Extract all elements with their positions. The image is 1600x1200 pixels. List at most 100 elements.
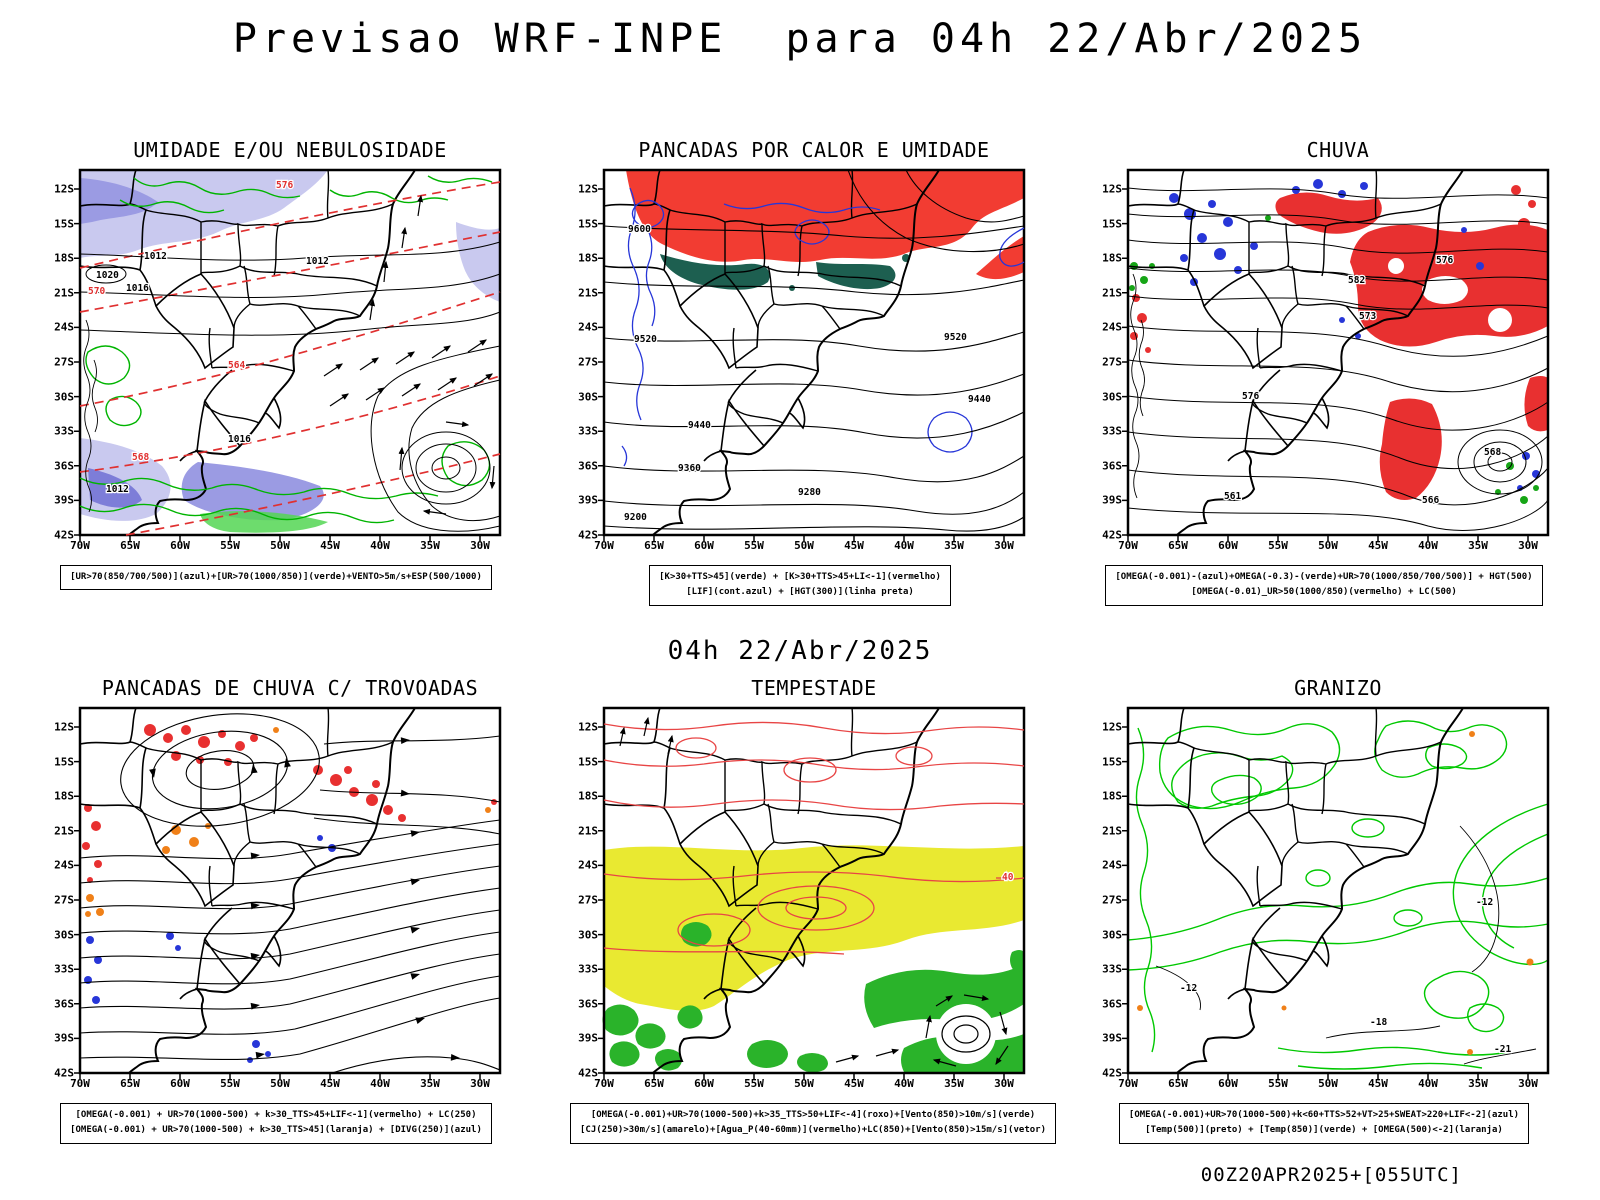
rain-shading-layer: [1129, 179, 1548, 504]
lat-tick-label: 36S: [54, 459, 74, 473]
lon-axis: 70W 65W 60W 55W 50W 45W 40W 35W 30W: [594, 1077, 1024, 1093]
lat-tick-label: 21S: [1102, 824, 1122, 838]
contour-label: 570: [88, 286, 105, 297]
contour-label: 1016: [228, 434, 251, 445]
lat-axis: 12S 15S 18S 21S 24S 27S 30S 33S 36S 39S 42S: [42, 708, 76, 1080]
lat-tick-label: 24S: [54, 320, 74, 334]
lat-tick-label: 15S: [1102, 217, 1122, 231]
lon-tick-label: 60W: [170, 539, 190, 552]
map-granizo: 12S 15S 18S 21S 24S 27S 30S 33S 36S 39S 42S: [1102, 706, 1550, 1090]
lat-tick-label: 39S: [1102, 493, 1122, 507]
contour-labels-layer: -12 -12 -18 -21: [1179, 896, 1513, 1057]
contour-label: 9520: [944, 332, 967, 343]
map-canvas-trovoadas: [72, 706, 502, 1081]
lat-tick-label: 39S: [54, 1031, 74, 1045]
lon-tick-label: 30W: [470, 539, 490, 552]
panel-tempestade: TEMPESTADE 12S 15S 18S 21S 24S 27S 30S 33S 36S 39…: [570, 676, 1056, 1144]
lat-tick-label: 24S: [578, 858, 598, 872]
panel-umidade: UMIDADE E/OU NEBULOSIDADE 12S 15S 18S 21S 24…: [46, 138, 506, 606]
lon-tick-label: 40W: [894, 1077, 914, 1090]
contour-label: -18: [1370, 1017, 1387, 1028]
lon-tick-label: 50W: [794, 1077, 814, 1090]
lat-tick-label: 24S: [1102, 858, 1122, 872]
contour-label: 9360: [678, 463, 701, 474]
streamlines-layer: [79, 713, 501, 1074]
lon-tick-label: 40W: [1418, 1077, 1438, 1090]
lat-tick-label: 18S: [1102, 251, 1122, 265]
lon-tick-label: 45W: [844, 539, 864, 552]
lat-tick-label: 33S: [1102, 424, 1122, 438]
lat-tick-label: 33S: [54, 424, 74, 438]
contour-label: 576: [276, 180, 293, 191]
lat-tick-label: 30S: [1102, 928, 1122, 942]
lat-tick-label: 42S: [578, 528, 598, 542]
lat-tick-label: 42S: [578, 1066, 598, 1080]
contour-label: 1016: [126, 283, 149, 294]
map-canvas-tempestade: 40: [596, 706, 1026, 1081]
lat-tick-label: 27S: [578, 355, 598, 369]
lat-tick-label: 42S: [54, 528, 74, 542]
lat-tick-label: 27S: [54, 893, 74, 907]
lat-tick-label: 30S: [54, 928, 74, 942]
lon-tick-label: 35W: [420, 1077, 440, 1090]
shading-layer: [626, 170, 1024, 291]
lat-tick-label: 18S: [578, 789, 598, 803]
contour-label: 1012: [306, 256, 329, 267]
lon-tick-label: 45W: [320, 1077, 340, 1090]
lat-tick-label: 30S: [578, 928, 598, 942]
lat-tick-label: 21S: [578, 286, 598, 300]
panel-title: UMIDADE E/OU NEBULOSIDADE: [133, 138, 447, 162]
contour-label: 582: [1348, 275, 1365, 286]
contour-label: 40: [1002, 872, 1014, 883]
caption-box: [OMEGA(-0.001) + UR>70(1000-500) + k>30_…: [60, 1103, 492, 1144]
lon-tick-label: 45W: [320, 539, 340, 552]
contour-label: 576: [1436, 255, 1453, 266]
lat-tick-label: 39S: [54, 493, 74, 507]
contour-label: 568: [132, 452, 149, 463]
caption-line: [OMEGA(-0.001)+UR>70(1000-500)+k>35_TTS>…: [590, 1110, 1036, 1120]
lon-tick-label: 70W: [1118, 539, 1138, 552]
contour-label: 9280: [798, 487, 821, 498]
lat-tick-label: 36S: [1102, 997, 1122, 1011]
lat-tick-label: 30S: [1102, 390, 1122, 404]
lat-axis: 12S 15S 18S 21S 24S 27S 30S 33S 36S 39S 42S: [566, 170, 600, 542]
lat-tick-label: 15S: [54, 755, 74, 769]
lat-tick-label: 39S: [578, 1031, 598, 1045]
panel-trovoadas: PANCADAS DE CHUVA C/ TROVOADAS 12S 15S 18S…: [46, 676, 506, 1144]
lat-tick-label: 12S: [1102, 720, 1122, 734]
mid-date-label: 04h 22/Abr/2025: [667, 636, 933, 666]
contour-labels-layer: 570 576 564 568 1020 1016 1012 1012 1016…: [87, 179, 330, 497]
lon-tick-label: 60W: [1218, 1077, 1238, 1090]
red-lc-contours: [603, 721, 1025, 955]
lon-axis: 70W 65W 60W 55W 50W 45W 40W 35W 30W: [70, 539, 500, 555]
temp500-contours: [1155, 825, 1537, 1065]
contour-label: 573: [1359, 311, 1376, 322]
lon-tick-label: 70W: [70, 539, 90, 552]
lon-tick-label: 55W: [744, 539, 764, 552]
lat-axis: 12S 15S 18S 21S 24S 27S 30S 33S 36S 39S 42S: [1090, 170, 1124, 542]
lon-tick-label: 40W: [1418, 539, 1438, 552]
lat-tick-label: 30S: [578, 390, 598, 404]
map-canvas-umidade: 570 576 564 568 1020 1016 1012 1012 1016…: [72, 168, 502, 543]
lon-tick-label: 60W: [170, 1077, 190, 1090]
lon-tick-label: 30W: [994, 539, 1014, 552]
lon-tick-label: 45W: [1368, 539, 1388, 552]
map-pancadas-calor: 12S 15S 18S 21S 24S 27S 30S 33S 36S 39S 42S: [578, 168, 1026, 552]
contour-label: 566: [1422, 495, 1439, 506]
caption-line: [UR>70(850/700/500)](azul)+[UR>70(1000/8…: [70, 572, 482, 582]
panel-chuva: CHUVA 12S 15S 18S 21S 24S 27S 30S 33S 36S 39S 42S: [1094, 138, 1554, 606]
lat-tick-label: 15S: [54, 217, 74, 231]
caption-box: [OMEGA(-0.001)+UR>70(1000-500)+k>35_TTS>…: [570, 1103, 1056, 1144]
lat-tick-label: 24S: [54, 858, 74, 872]
lon-tick-label: 70W: [70, 1077, 90, 1090]
lat-tick-label: 12S: [54, 182, 74, 196]
lat-tick-label: 21S: [54, 824, 74, 838]
hgt300-contours: [603, 169, 1025, 532]
lat-tick-label: 33S: [54, 962, 74, 976]
map-umidade: 12S 15S 18S 21S 24S 27S 30S 33S 36S 39S 42S: [54, 168, 502, 552]
caption-line: [Temp(500)](preto) + [Temp(850)](verde) …: [1145, 1125, 1503, 1136]
omega-orange-specks: [1137, 731, 1534, 1055]
caption-box: [K>30+TTS>45](verde) + [K>30+TTS>45+LI<-…: [649, 565, 951, 606]
lat-tick-label: 18S: [578, 251, 598, 265]
page-title: Previsao WRF-INPE para 04h 22/Abr/2025: [232, 16, 1368, 62]
